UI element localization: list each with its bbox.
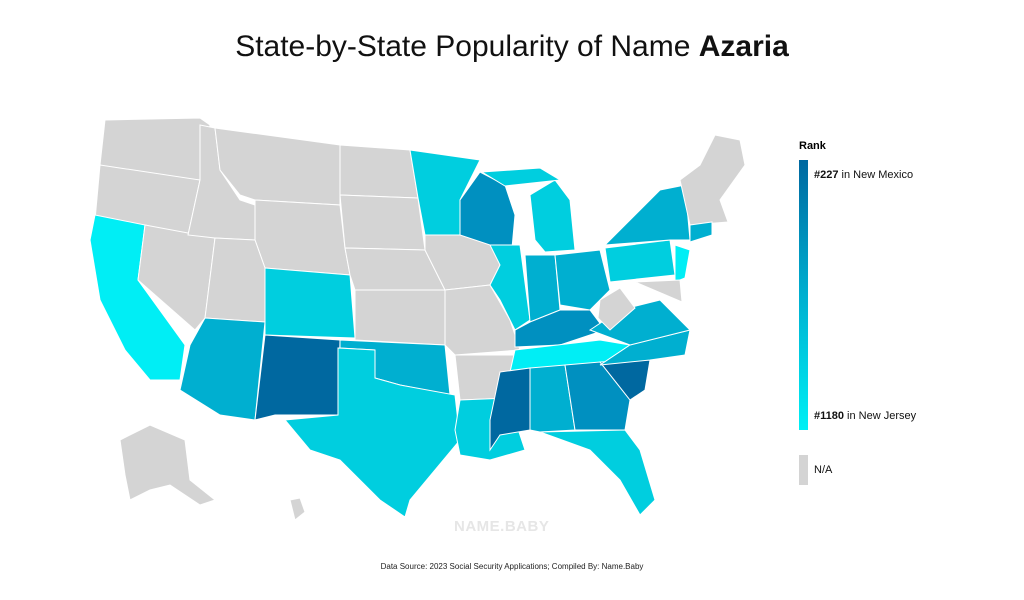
states xyxy=(89,117,746,521)
watermark: NAME.BABY xyxy=(454,518,550,535)
footer: Data Source: 2023 Social Security Applic… xyxy=(380,562,644,571)
legend-bottom-rank: #1180 xyxy=(814,410,844,422)
legend-na xyxy=(799,455,808,485)
legend-bottom-place: in New Jersey xyxy=(847,410,917,422)
title-name: Azaria xyxy=(698,30,789,63)
legend-top: #227 in New Mexico xyxy=(814,169,913,181)
legend-title: Rank xyxy=(799,140,826,152)
map-title: State-by-State Popularity of Name Azaria xyxy=(0,30,1024,64)
legend-top-rank: #227 xyxy=(814,169,839,181)
legend-scale xyxy=(799,160,808,430)
legend-bottom: #1180 in New Jersey xyxy=(814,410,916,422)
legend-top-place: in New Mexico xyxy=(841,169,914,181)
title-text: State-by-State Popularity of Name xyxy=(235,30,691,63)
legend-na-label: N/A xyxy=(814,464,833,476)
